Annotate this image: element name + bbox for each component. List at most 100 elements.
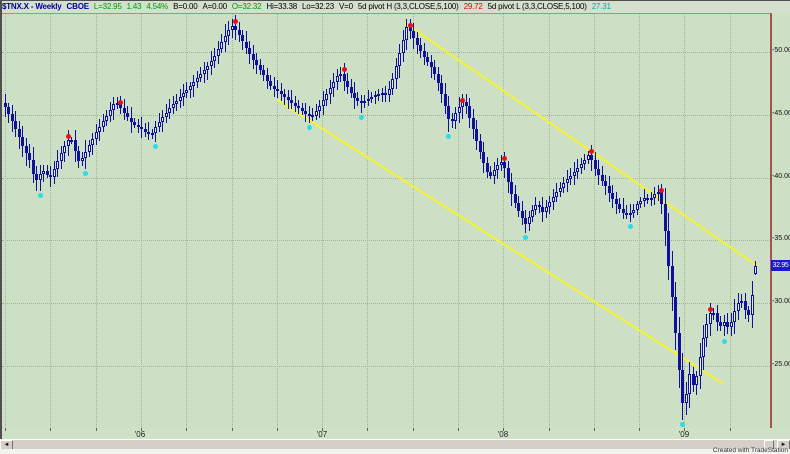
candle-wick xyxy=(148,122,149,140)
candle-body xyxy=(213,56,216,62)
candle-body xyxy=(486,163,489,173)
price-axis: -50.00 -45.00 -40.00 -35.00 -30.00 -25.00 xyxy=(772,13,790,428)
candle-body xyxy=(597,168,600,175)
candle-body xyxy=(444,93,447,107)
candle-body xyxy=(493,169,496,176)
candle-body xyxy=(4,103,7,108)
v-gridline xyxy=(503,14,504,429)
date-tick xyxy=(684,428,685,431)
candle-body xyxy=(179,96,182,101)
quote-segment-11: 5d pivot H (3,3,CLOSE,5,100) xyxy=(357,2,459,11)
candle-wick xyxy=(312,108,313,122)
candle-body xyxy=(472,117,475,130)
horizontal-scrollbar[interactable]: ◄ ► xyxy=(0,439,790,450)
candle-body xyxy=(11,114,14,121)
candle-body xyxy=(189,85,192,90)
candle-body xyxy=(53,168,56,177)
candle-body xyxy=(196,78,199,82)
date-tick xyxy=(549,428,550,431)
candle-body xyxy=(192,82,195,86)
price-axis-label: -40.00 xyxy=(772,172,790,180)
candle-body xyxy=(500,161,503,166)
h-gridline xyxy=(2,114,770,116)
credit-bar: Created with TradeStation xyxy=(0,447,790,454)
candle-body xyxy=(343,74,346,81)
candle-body xyxy=(217,48,220,57)
candle-body xyxy=(692,373,695,386)
candle-body xyxy=(646,197,649,200)
candle-body xyxy=(674,296,677,333)
candle-body xyxy=(650,198,653,201)
date-tick xyxy=(458,428,459,431)
candle-body xyxy=(28,152,31,161)
candle-wick xyxy=(644,188,645,207)
candle-body xyxy=(248,48,251,55)
candle-body xyxy=(716,312,719,323)
candle-body xyxy=(60,153,63,161)
candle-body xyxy=(273,86,276,89)
candle-body xyxy=(629,212,632,215)
candle-body xyxy=(451,118,454,121)
h-gridline xyxy=(2,52,770,53)
candle-body xyxy=(356,97,359,102)
candle-body xyxy=(381,93,384,96)
candle-body xyxy=(199,74,202,79)
candle-body xyxy=(353,93,356,98)
candle-body xyxy=(440,82,443,94)
candle-body xyxy=(7,107,10,115)
candle-body xyxy=(32,160,35,174)
v-gridline xyxy=(186,14,187,429)
pivot-low-dot xyxy=(307,124,312,130)
quote-segment-0: $TNX.X - Weekly xyxy=(2,2,62,11)
candle-body xyxy=(332,82,335,89)
candle-body xyxy=(102,121,105,127)
candle-body xyxy=(367,99,370,102)
candle-body xyxy=(42,171,45,174)
date-tick xyxy=(730,428,731,431)
candle-body xyxy=(311,114,314,117)
candle-body xyxy=(702,337,705,357)
candle-body xyxy=(370,97,373,100)
candle-body xyxy=(754,266,757,275)
candle-body xyxy=(496,165,499,170)
candle-body xyxy=(203,70,206,75)
v-gridline xyxy=(458,14,459,429)
candle-body xyxy=(350,87,353,94)
h-gridline xyxy=(2,240,770,242)
pivot-low-dot xyxy=(628,223,633,229)
candle-body xyxy=(524,217,527,225)
quote-segment-1: CBOE xyxy=(66,2,90,11)
date-tick xyxy=(277,428,278,431)
candle-body xyxy=(46,171,49,175)
date-tick xyxy=(5,428,6,431)
candle-body xyxy=(168,108,171,113)
price-axis-label: -25.00 xyxy=(772,361,790,368)
price-axis-label: -50.00 xyxy=(772,47,790,54)
candle-body xyxy=(220,41,223,49)
candle-body xyxy=(465,102,468,106)
candle-wick xyxy=(382,88,383,103)
date-tick xyxy=(141,428,142,431)
quote-segment-9: Lo=32.23 xyxy=(302,2,335,11)
candle-body xyxy=(552,196,555,202)
date-tick xyxy=(232,428,233,431)
year-label: '09 xyxy=(678,430,690,439)
candle-body xyxy=(545,206,548,213)
candle-body xyxy=(398,53,401,67)
candle-body xyxy=(604,180,607,187)
candle-body xyxy=(269,80,272,87)
candle-body xyxy=(259,65,262,71)
candle-body xyxy=(671,266,674,297)
candle-body xyxy=(283,93,286,98)
chart-plot-area[interactable] xyxy=(2,13,772,431)
candle-body xyxy=(137,124,140,128)
candle-body xyxy=(625,212,628,215)
pivot-high-dot xyxy=(460,97,465,103)
candle-body xyxy=(144,129,147,132)
candle-body xyxy=(227,30,230,36)
candle-body xyxy=(206,66,209,71)
v-gridline xyxy=(549,14,550,429)
candle-body xyxy=(255,60,258,66)
h-gridline xyxy=(2,177,770,179)
candle-body xyxy=(503,161,506,169)
